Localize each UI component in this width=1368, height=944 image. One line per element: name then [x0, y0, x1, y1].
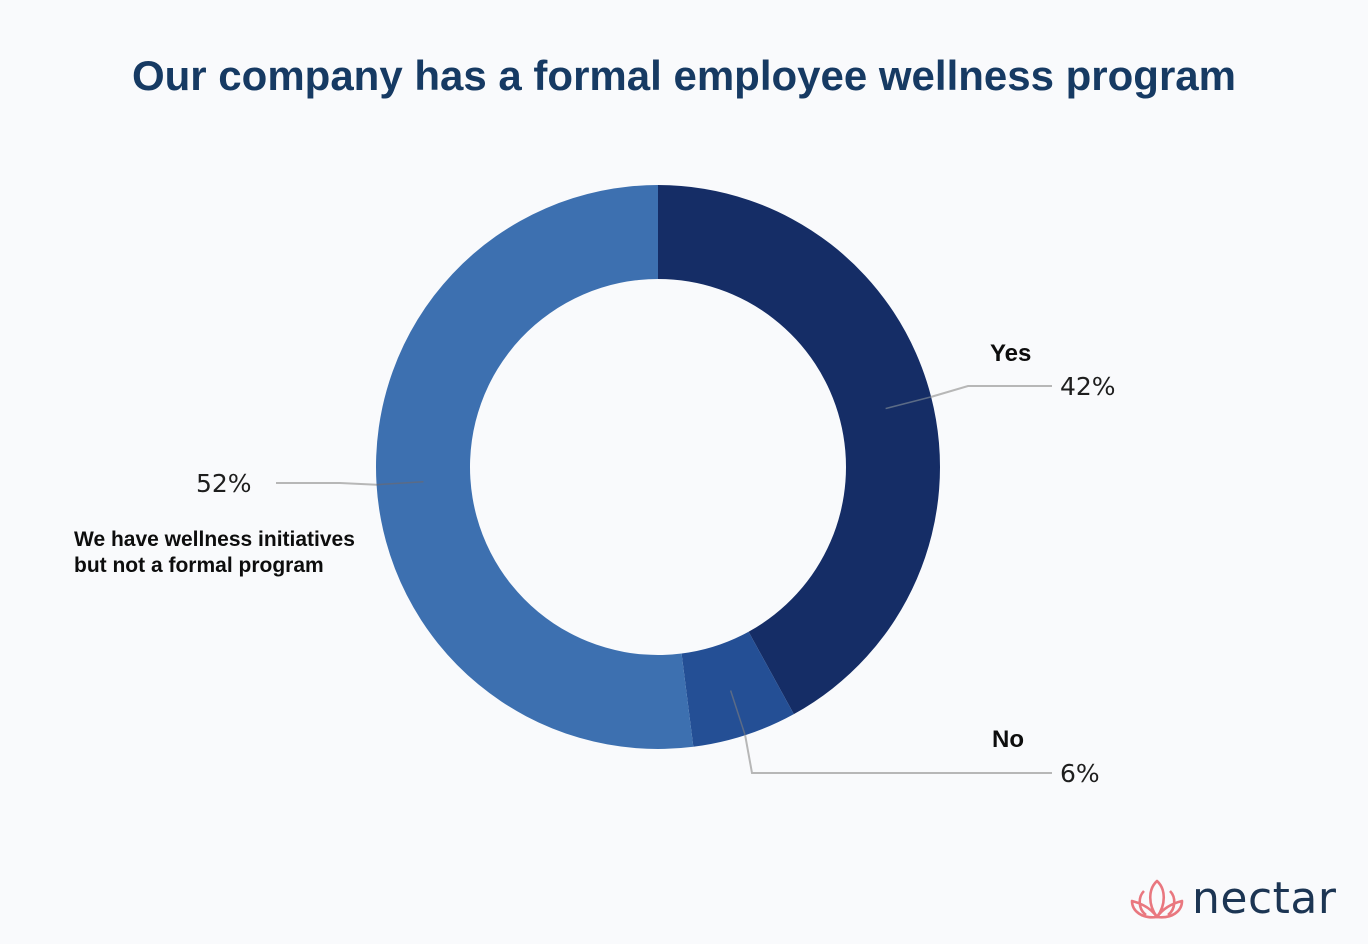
slice-value-label: 52% [196, 469, 252, 498]
slice-category-label: Yes [990, 340, 1032, 367]
donut-slice-3 [376, 185, 694, 749]
lotus-icon [1130, 879, 1184, 919]
leader-inner-2 [729, 690, 746, 736]
leader-line-2 [744, 735, 1052, 774]
slice-value-label: 6% [1060, 759, 1100, 788]
slice-category-label: We have wellness initiatives but not a f… [74, 528, 355, 577]
donut-slice-1 [658, 185, 940, 715]
leader-line-1 [930, 385, 1052, 398]
donut-slices [376, 185, 940, 749]
leader-inner-3 [376, 481, 424, 486]
leader-line-3 [276, 482, 377, 486]
nectar-logo: nectar [1128, 874, 1336, 924]
brand-name: nectar [1192, 873, 1337, 924]
slice-value-label: 42% [1060, 372, 1116, 401]
slice-category-label: No [992, 726, 1024, 753]
leader-lines [276, 385, 1052, 774]
chart-title: Our company has a formal employee wellne… [131, 52, 1237, 99]
donut-slice-2 [681, 631, 794, 747]
leader-inner-1 [885, 396, 932, 410]
